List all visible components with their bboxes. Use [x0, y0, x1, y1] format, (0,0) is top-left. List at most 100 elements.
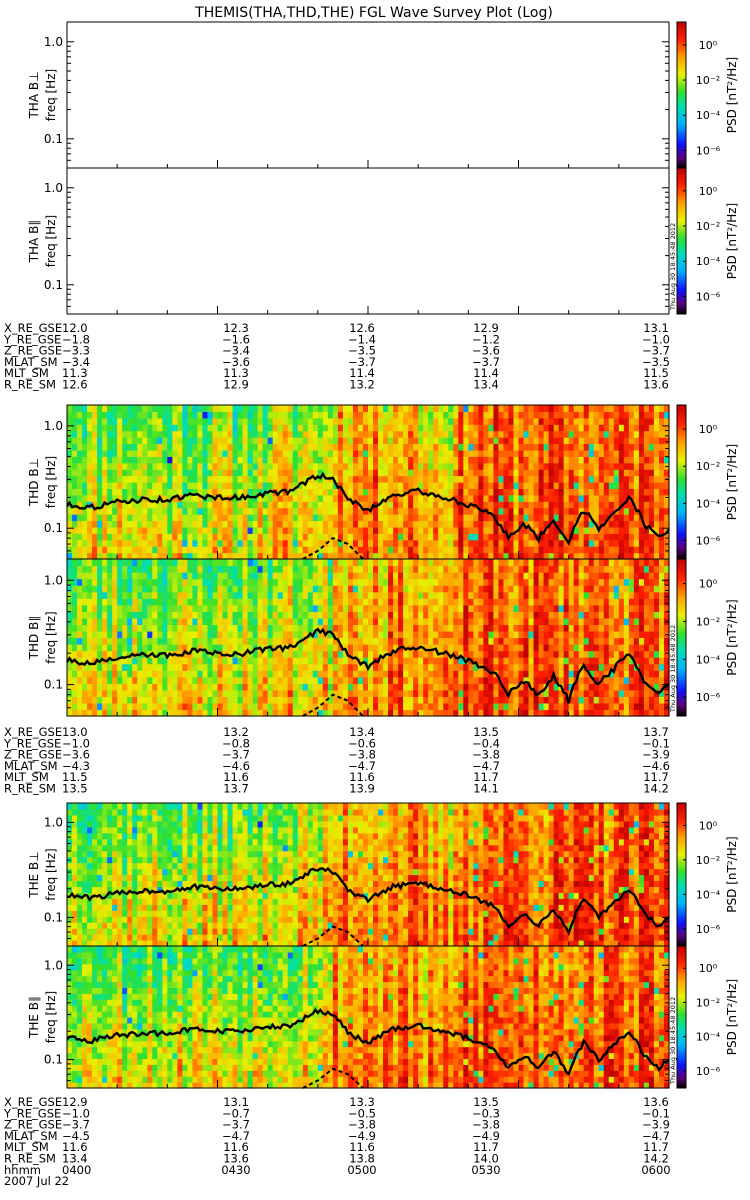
spectrogram-cell — [302, 663, 309, 671]
spectrogram-cell — [488, 507, 495, 515]
spectrogram-cell — [663, 539, 670, 547]
spectrogram-cell — [122, 696, 128, 704]
spectrogram-cell — [182, 644, 188, 652]
spectrogram-cell — [302, 405, 309, 413]
spectrogram-cell — [438, 462, 444, 470]
spectrogram-cell — [287, 449, 294, 457]
spectrogram-cell — [67, 449, 73, 457]
spectrogram-cell — [443, 578, 449, 586]
spectrogram-cell — [638, 539, 645, 547]
spectrogram-cell — [142, 637, 148, 645]
spectrogram-cell — [312, 624, 319, 632]
spectrogram-cell — [438, 552, 444, 560]
spectrogram-cell — [563, 443, 570, 451]
spectrogram-cell — [152, 430, 158, 438]
spectrogram-cell — [493, 494, 500, 502]
spectrogram-cell — [508, 494, 515, 502]
spectrogram-cell — [357, 507, 364, 515]
spectrogram-cell — [142, 514, 148, 522]
spectrogram-cell — [458, 488, 464, 496]
spectrogram-cell — [142, 591, 148, 599]
spectrogram-cell — [588, 437, 595, 445]
spectrogram-cell — [317, 604, 324, 612]
spectrogram-cell — [388, 462, 394, 470]
spectrogram-cell — [217, 456, 224, 464]
spectrogram-cell — [623, 546, 630, 554]
spectrogram-cell — [222, 676, 229, 684]
spectrogram-cell — [613, 456, 620, 464]
spectrogram-cell — [137, 676, 143, 684]
spectrogram-cell — [192, 663, 199, 671]
spectrogram-cell — [332, 411, 339, 419]
spectrogram-cell — [142, 533, 148, 541]
spectrogram-cell — [493, 462, 500, 470]
spectrogram-cell — [357, 469, 364, 477]
spectrogram-cell — [107, 469, 113, 477]
spectrogram-cell — [102, 462, 108, 470]
spectrogram-cell — [272, 443, 279, 451]
spectrogram-cell — [77, 696, 83, 704]
spectrogram-cell — [573, 424, 580, 432]
spectrogram-cell — [528, 405, 535, 413]
spectrogram-cell — [167, 683, 173, 691]
spectrogram-cell — [262, 650, 269, 658]
spectrogram-cell — [322, 572, 329, 580]
spectrogram-cell — [388, 546, 394, 554]
spectrogram-cell — [92, 604, 98, 612]
spectrogram-cell — [373, 604, 379, 612]
spectrogram-cell — [327, 624, 334, 632]
spectrogram-cell — [202, 456, 209, 464]
spectrogram-cell — [287, 546, 294, 554]
spectrogram-cell — [317, 533, 324, 541]
spectrogram-cell — [172, 644, 178, 652]
spectrogram-cell — [82, 462, 88, 470]
spectrogram-cell — [127, 411, 133, 419]
spectrogram-cell — [127, 507, 133, 515]
spectrogram-cell — [433, 637, 439, 645]
spectrogram-cell — [478, 456, 484, 464]
spectrogram-cell — [548, 546, 555, 554]
spectrogram-cell — [197, 539, 204, 547]
spectrogram-cell — [488, 526, 495, 534]
spectrogram-cell — [227, 488, 234, 496]
spectrogram-cell — [398, 689, 404, 697]
spectrogram-cell — [82, 644, 88, 652]
spectrogram-cell — [383, 424, 389, 432]
spectrogram-cell — [232, 514, 239, 522]
spectrogram-cell — [167, 449, 173, 457]
spectrogram-cell — [453, 683, 459, 691]
spectrogram-cell — [162, 424, 168, 432]
spectrogram-cell — [112, 644, 118, 652]
spectrogram-cell — [162, 611, 168, 619]
spectrogram-cell — [292, 488, 299, 496]
spectrogram-cell — [332, 611, 339, 619]
spectrogram-cell — [352, 507, 359, 515]
spectrogram-cell — [107, 405, 113, 413]
spectrogram-cell — [187, 657, 194, 665]
spectrogram-cell — [92, 526, 98, 534]
spectrogram-cell — [192, 494, 199, 502]
spectrogram-cell — [257, 494, 264, 502]
spectrogram-cell — [277, 424, 284, 432]
spectrogram-cell — [628, 552, 635, 560]
spectrogram-cell — [608, 533, 615, 541]
spectrogram-cell — [373, 650, 379, 658]
spectrogram-cell — [443, 514, 449, 522]
spectrogram-cell — [122, 552, 128, 560]
spectrogram-cell — [378, 572, 384, 580]
spectrogram-cell — [653, 417, 660, 425]
spectrogram-cell — [568, 437, 575, 445]
spectrogram-cell — [117, 533, 123, 541]
spectrogram-cell — [142, 462, 148, 470]
spectrogram-cell — [217, 417, 224, 425]
spectrogram-cell — [468, 456, 474, 464]
spectrogram-cell — [368, 663, 374, 671]
spectrogram-cell — [378, 663, 384, 671]
spectrogram-cell — [187, 475, 194, 483]
spectrogram-cell — [332, 663, 339, 671]
spectrogram-cell — [207, 514, 214, 522]
spectrogram-cell — [192, 533, 199, 541]
spectrogram-cell — [408, 663, 414, 671]
spectrogram-cell — [337, 559, 344, 567]
spectrogram-cell — [337, 456, 344, 464]
